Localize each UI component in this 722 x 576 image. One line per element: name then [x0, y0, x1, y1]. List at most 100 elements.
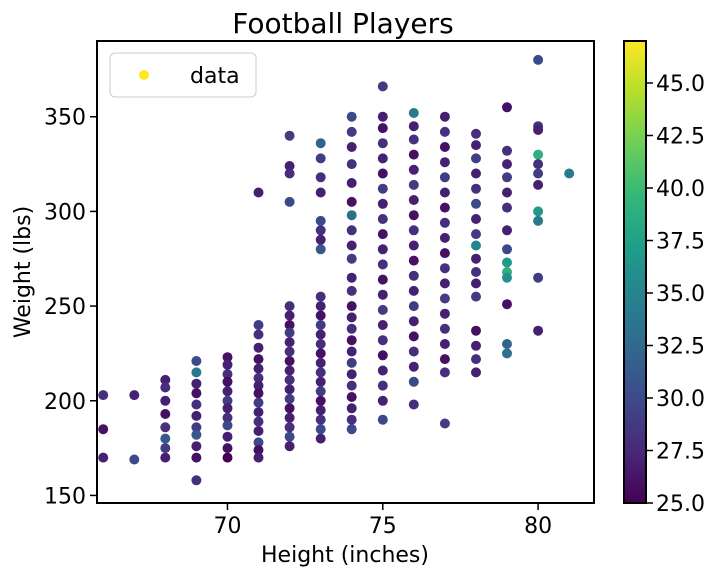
y-tick-label: 300 — [44, 200, 86, 225]
data-point — [315, 234, 326, 245]
data-point — [222, 420, 233, 431]
data-point — [502, 102, 512, 113]
data-point — [439, 308, 450, 319]
data-point — [502, 159, 512, 170]
data-point — [377, 111, 388, 122]
data-point — [315, 433, 326, 444]
data-point — [191, 378, 202, 389]
data-point — [253, 426, 264, 436]
data-point — [533, 215, 544, 226]
data-point — [284, 301, 295, 312]
data-point — [222, 376, 233, 387]
data-point — [439, 263, 450, 274]
data-point — [533, 159, 544, 170]
data-point — [346, 414, 357, 425]
data-point — [439, 111, 450, 122]
data-point — [408, 164, 419, 175]
data-point — [191, 422, 202, 433]
data-point — [253, 187, 264, 198]
data-point — [253, 388, 264, 399]
data-point — [191, 429, 202, 440]
data-point — [315, 138, 326, 149]
x-tick-label: 70 — [213, 514, 241, 539]
data-point — [253, 373, 264, 383]
data-point — [408, 361, 419, 372]
data-point — [160, 382, 171, 393]
data-point — [439, 126, 450, 137]
data-point — [502, 202, 512, 213]
data-point — [160, 433, 171, 444]
data-point — [346, 424, 357, 435]
data-point — [253, 407, 264, 418]
data-point — [533, 149, 544, 160]
colorbar-tick-label: 32.5 — [656, 335, 705, 360]
data-point — [98, 390, 109, 401]
data-point — [253, 416, 264, 427]
data-point — [408, 149, 419, 160]
data-point — [439, 367, 450, 378]
data-point — [439, 248, 450, 259]
data-point — [315, 320, 326, 330]
data-point — [471, 128, 481, 139]
data-point — [191, 475, 202, 486]
data-point — [346, 111, 357, 122]
data-point — [533, 179, 544, 190]
data-point — [346, 312, 357, 323]
data-point — [346, 253, 357, 264]
data-point — [315, 301, 326, 312]
data-point — [253, 320, 264, 330]
data-point — [315, 414, 326, 425]
data-point — [408, 179, 419, 190]
data-point — [284, 130, 295, 141]
data-point — [502, 272, 512, 283]
data-point — [191, 388, 202, 399]
data-point — [284, 431, 295, 442]
data-point — [284, 196, 295, 207]
data-point — [315, 329, 326, 340]
data-point — [346, 301, 357, 312]
data-point — [346, 403, 357, 414]
data-point — [471, 325, 481, 336]
data-point — [471, 198, 481, 209]
data-point — [439, 172, 450, 183]
data-point — [377, 304, 388, 315]
legend: data — [109, 52, 257, 98]
data-point — [533, 125, 544, 135]
data-point — [284, 393, 295, 404]
data-point — [315, 187, 326, 198]
colorbar-tick-label: 40.0 — [656, 177, 705, 202]
data-point — [439, 293, 450, 304]
data-point — [377, 380, 388, 391]
data-point — [533, 325, 544, 336]
data-point — [315, 367, 326, 378]
data-point — [284, 365, 295, 376]
data-point — [222, 386, 233, 397]
data-point — [191, 356, 202, 366]
data-point — [502, 225, 512, 236]
data-point — [408, 376, 419, 387]
legend-box — [109, 52, 257, 98]
data-point — [346, 225, 357, 236]
data-point — [439, 339, 450, 349]
data-point — [377, 395, 388, 406]
legend-label: data — [190, 64, 240, 89]
data-point — [284, 441, 295, 452]
data-point — [315, 225, 326, 236]
data-point — [346, 210, 357, 221]
data-point — [439, 187, 450, 198]
data-point — [471, 153, 481, 164]
colorbar — [623, 40, 647, 504]
data-point — [346, 285, 357, 296]
colorbar-tick-label: 30.0 — [656, 387, 705, 412]
data-point — [346, 126, 357, 137]
x-tick-label: 75 — [369, 514, 397, 539]
data-point — [284, 320, 295, 330]
data-point — [439, 232, 450, 243]
data-point — [502, 172, 512, 183]
data-point — [253, 354, 264, 365]
data-point — [253, 397, 264, 408]
data-point — [439, 323, 450, 334]
x-axis-label: Height (inches) — [261, 543, 429, 568]
y-axis-label: Weight (lbs) — [11, 206, 36, 338]
data-point — [346, 392, 357, 402]
